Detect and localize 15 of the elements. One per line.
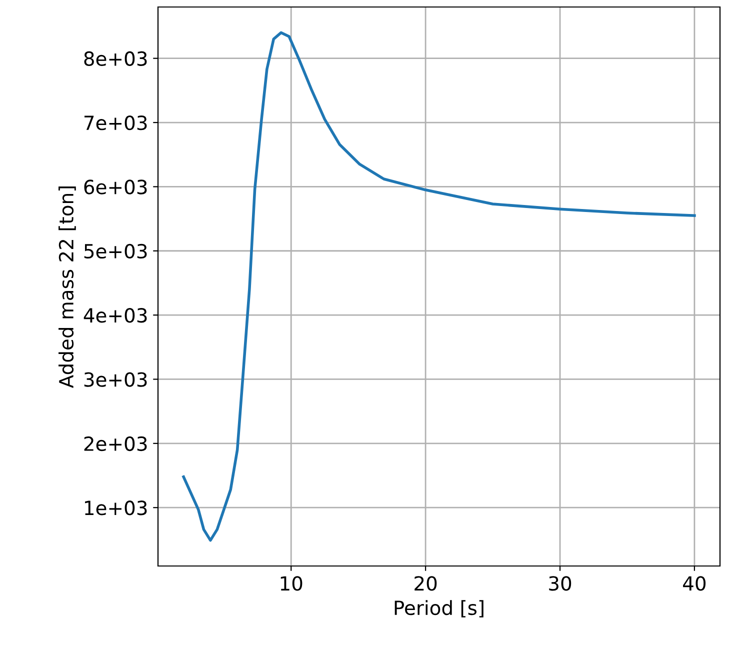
x-tick-label: 20 — [414, 576, 437, 591]
y-tick-label: 6e+03 — [84, 180, 147, 194]
y-tick-label: 7e+03 — [84, 115, 147, 130]
y-tick-label: 8e+03 — [84, 51, 147, 66]
y-tick-label: 3e+03 — [84, 372, 147, 387]
y-tick-label: 1e+03 — [85, 500, 147, 516]
y-axis-title: Added mass 22 [ton] — [58, 186, 76, 388]
x-axis-title: Period [s] — [394, 600, 484, 618]
y-tick-label: 2e+03 — [84, 436, 147, 452]
x-tick-label: 30 — [549, 576, 572, 591]
y-tick-label: 5e+03 — [84, 244, 147, 259]
x-tick-label: 40 — [683, 576, 706, 591]
y-tick-label: 4e+03 — [84, 308, 147, 323]
x-tick-label: 10 — [280, 576, 302, 591]
line-series — [182, 31, 696, 542]
